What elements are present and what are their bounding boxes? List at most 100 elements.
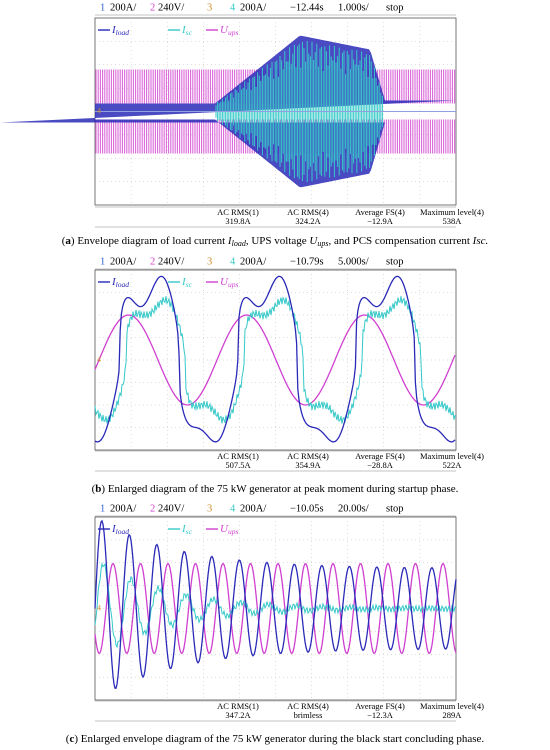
legend-symbol: U <box>220 24 229 36</box>
measure-value: 522A <box>443 460 463 470</box>
legend-symbol: I <box>181 276 187 288</box>
header-ch1: 1 <box>100 503 105 514</box>
header-status: stop <box>386 256 404 267</box>
measure-label: Average FS(4) <box>355 451 405 461</box>
legend-label: Isc <box>181 24 193 37</box>
waveforms <box>94 275 457 443</box>
caption-text: load <box>232 239 247 248</box>
header-scale4: 200A/ <box>240 503 266 514</box>
legend-subscript: ups <box>228 527 239 536</box>
header-ch4: 4 <box>230 256 236 267</box>
caption-text: , UPS voltage <box>246 235 310 247</box>
caption-text: ( <box>66 733 70 745</box>
header-status: stop <box>386 2 404 13</box>
caption-text: ) Envelope diagram of load current <box>71 235 228 247</box>
header-ch4: 4 <box>230 503 236 514</box>
measure-value: 289A <box>443 710 463 720</box>
legend-symbol: I <box>111 276 117 288</box>
measure-label: AC RMS(1) <box>217 207 259 217</box>
header-ch3: 3 <box>207 503 212 514</box>
legend-label: Isc <box>181 276 193 289</box>
header-status: stop <box>386 503 404 514</box>
caption-text: ) Enlarged diagram of the 75 kW generato… <box>101 483 458 495</box>
caption: (a) Envelope diagram of load current Ilo… <box>62 235 489 248</box>
legend-label: Uups <box>220 276 238 289</box>
measure-value: 507.5A <box>225 460 251 470</box>
measure-value: 319.8A <box>225 216 251 226</box>
header-scale2: 240V/ <box>158 256 184 267</box>
legend-subscript: sc <box>186 28 193 37</box>
legend-subscript: ups <box>228 28 239 37</box>
caption: (c) Enlarged envelope diagram of the 75 … <box>66 733 485 745</box>
measure-label: Maximum level(4) <box>420 451 484 461</box>
caption-text: ) Enlarged envelope diagram of the 75 kW… <box>74 733 484 745</box>
measure-label: AC RMS(1) <box>217 451 259 461</box>
caption-text: b <box>95 483 101 495</box>
legend-label: Isc <box>181 523 193 536</box>
header-scale1: 200A/ <box>110 2 136 13</box>
legend-symbol: I <box>181 523 187 535</box>
ups-trace <box>94 314 456 406</box>
caption-text: , and PCS compensation current <box>328 235 472 247</box>
measure-label: AC RMS(4) <box>287 451 329 461</box>
legend-subscript: load <box>116 28 130 37</box>
measure-value: −28.8A <box>367 460 394 470</box>
header-scale4: 200A/ <box>240 256 266 267</box>
legend-subscript: sc <box>186 527 193 536</box>
header-timebase: 1.000s/ <box>338 2 369 13</box>
header-scale2: 240V/ <box>158 2 184 13</box>
measure-value: 354.9A <box>295 460 321 470</box>
channel-marker: 4 <box>97 106 101 115</box>
caption-text: ( <box>62 235 66 247</box>
waveforms <box>0 35 456 188</box>
header-ch3: 3 <box>207 256 212 267</box>
measure-value: 324.2A <box>295 216 321 226</box>
header-ch4: 4 <box>230 2 236 13</box>
header-scale2: 240V/ <box>158 503 184 514</box>
measure-label: Maximum level(4) <box>420 701 484 711</box>
legend-label: Uups <box>220 523 238 536</box>
measure-label: AC RMS(1) <box>217 701 259 711</box>
measure-label: AC RMS(4) <box>287 207 329 217</box>
measure-value: brimless <box>294 710 323 720</box>
legend-label: Iload <box>111 523 129 536</box>
legend-subscript: ups <box>228 280 239 289</box>
measure-label: Maximum level(4) <box>420 207 484 217</box>
legend-label: Iload <box>111 24 129 37</box>
caption-text: Isc. <box>472 235 489 247</box>
legend-label: Iload <box>111 276 129 289</box>
legend-subscript: load <box>116 280 130 289</box>
header-scale1: 200A/ <box>110 503 136 514</box>
measure-value: 347.2A <box>225 710 251 720</box>
sc-trace <box>94 296 457 424</box>
caption-text: ups <box>317 239 328 248</box>
caption-text: U <box>309 235 318 247</box>
legend-label: Uups <box>220 24 238 37</box>
measure-value: −12.3A <box>367 710 394 720</box>
header-delay: −10.79s <box>290 256 324 267</box>
header-scale4: 200A/ <box>240 2 266 13</box>
header-ch1: 1 <box>100 256 105 267</box>
caption-text: ( <box>92 483 96 495</box>
header-delay: −10.05s <box>290 503 324 514</box>
load-trace <box>94 275 456 443</box>
header-timebase: 20.00s/ <box>338 503 369 514</box>
measure-value: 538A <box>443 216 463 226</box>
measure-value: −12.9A <box>367 216 394 226</box>
header-ch2: 2 <box>150 503 155 514</box>
sc-trace <box>94 561 457 649</box>
caption-text: a <box>65 235 71 247</box>
legend-symbol: I <box>111 523 117 535</box>
header-ch1: 1 <box>100 2 105 13</box>
header-ch2: 2 <box>150 2 155 13</box>
header-scale1: 200A/ <box>110 256 136 267</box>
header-delay: −12.44s <box>290 2 324 13</box>
caption: (b) Enlarged diagram of the 75 kW genera… <box>92 483 459 495</box>
legend-symbol: I <box>111 24 117 36</box>
legend-symbol: I <box>181 24 187 36</box>
channel-marker: 4 <box>97 355 101 364</box>
waveforms <box>94 519 457 689</box>
legend-subscript: sc <box>186 280 193 289</box>
header-ch3: 3 <box>207 2 212 13</box>
